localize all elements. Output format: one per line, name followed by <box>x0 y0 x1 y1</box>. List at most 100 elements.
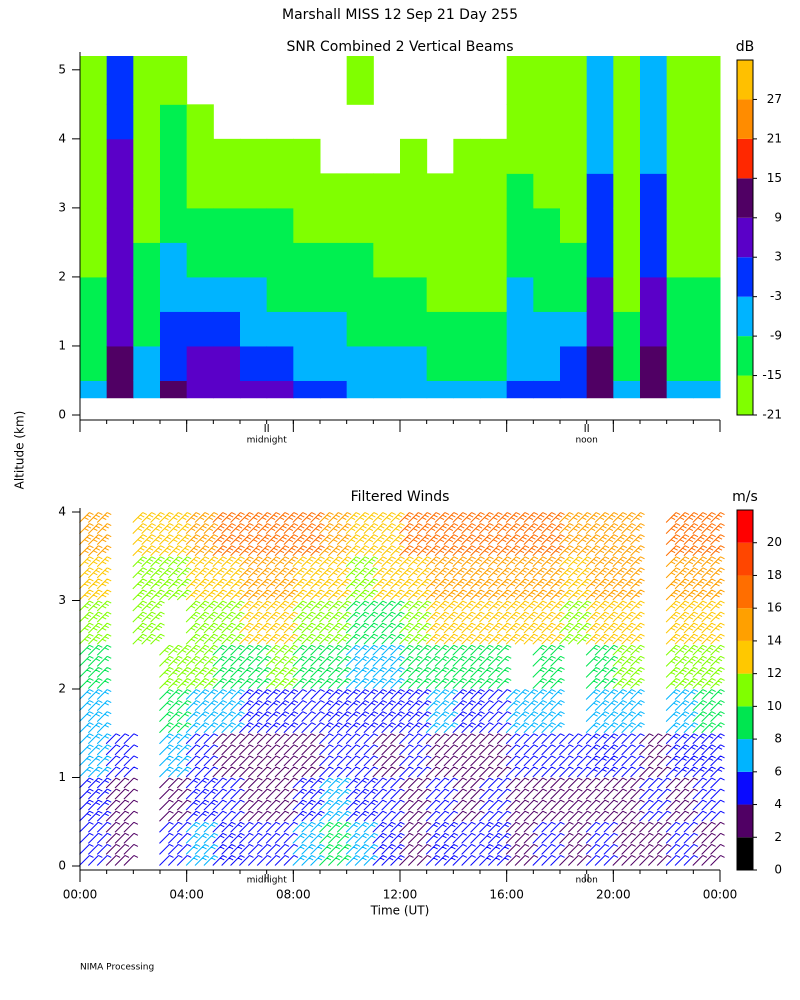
snr-cell <box>613 380 641 399</box>
wind-barb <box>345 556 379 601</box>
snr-cell <box>640 207 668 243</box>
snr-cell <box>480 311 508 347</box>
wind-barb <box>425 689 459 734</box>
wind-barb <box>692 600 725 645</box>
snr-cell <box>373 276 401 312</box>
snr-cell <box>80 380 108 399</box>
snr-cell <box>426 173 454 209</box>
wind-barb <box>319 777 352 822</box>
wind-barb <box>239 556 272 601</box>
wind-barb <box>692 689 725 734</box>
wind-barb <box>399 556 432 601</box>
snr-cell <box>480 138 508 174</box>
wind-barb <box>505 777 539 822</box>
x-tick-label: 04:00 <box>169 888 204 902</box>
y-tick-label: 3 <box>58 593 66 607</box>
wind-barb <box>345 821 379 866</box>
wind-barb <box>132 556 165 601</box>
snr-cell <box>533 345 561 381</box>
wind-barb <box>185 689 219 734</box>
snr-cell <box>400 380 428 399</box>
wind-barb <box>665 821 699 866</box>
snr-cell <box>666 242 694 278</box>
wind-barb <box>185 644 219 689</box>
snr-cell <box>693 138 721 174</box>
wind-barb <box>239 689 272 734</box>
wind-barb <box>212 733 245 778</box>
colorbar-label: dB <box>736 39 755 55</box>
snr-cell <box>80 242 108 278</box>
wind-barb <box>532 556 565 601</box>
snr-cell <box>453 138 481 174</box>
snr-cell <box>106 138 134 174</box>
snr-cell <box>160 380 188 399</box>
snr-cell <box>106 276 134 312</box>
snr-cell <box>693 56 721 105</box>
wind-barb <box>292 600 325 645</box>
snr-cell <box>346 311 374 347</box>
y-tick-label: 0 <box>58 408 66 422</box>
colorbar-frame <box>736 509 754 871</box>
snr-cell <box>160 311 188 347</box>
snr-cell <box>480 173 508 209</box>
snr-cell <box>133 104 161 140</box>
snr-cell <box>80 56 108 105</box>
snr-cell <box>426 380 454 399</box>
wind-barb <box>212 600 245 645</box>
colorbar-tick-label: 3 <box>774 250 782 264</box>
wind-barb <box>159 644 192 689</box>
snr-cell <box>133 173 161 209</box>
wind-barb <box>265 600 299 645</box>
colorbar-tick-label: 0 <box>774 863 782 877</box>
x-tick-label: 00:00 <box>703 888 738 902</box>
snr-cell <box>346 207 374 243</box>
colorbar-band <box>737 542 753 576</box>
colorbar-frame <box>736 59 754 416</box>
wind-barb <box>372 733 405 778</box>
snr-cell <box>533 311 561 347</box>
y-tick-label: 5 <box>58 62 66 76</box>
wind-barb <box>185 733 219 778</box>
snr-cell <box>106 173 134 209</box>
wind-barb <box>372 821 405 866</box>
snr-cell <box>533 276 561 312</box>
snr-cell <box>133 311 161 347</box>
snr-cell <box>373 311 401 347</box>
wind-barb <box>479 556 512 601</box>
snr-cell <box>640 138 668 174</box>
colorbar-band <box>737 837 753 870</box>
wind-barb <box>79 512 112 557</box>
wind-barb <box>665 644 699 689</box>
snr-cell <box>80 276 108 312</box>
snr-cell <box>373 173 401 209</box>
snr-cell <box>506 276 534 312</box>
colorbar-tick-label: 15 <box>767 171 782 185</box>
snr-cell <box>480 276 508 312</box>
wind-barb <box>399 821 432 866</box>
snr-cell <box>266 173 294 209</box>
wind-barb <box>319 733 352 778</box>
colorbar-band <box>737 804 753 838</box>
snr-cell <box>240 207 268 243</box>
colorbar-tick-label: -15 <box>762 368 782 382</box>
wind-barb <box>665 689 699 734</box>
wind-barb <box>345 644 379 689</box>
wind-barb <box>292 777 325 822</box>
colorbar-band <box>737 336 753 376</box>
wind-barb <box>239 600 272 645</box>
snr-cell <box>346 173 374 209</box>
snr-cell <box>613 242 641 278</box>
wind-barb <box>612 821 645 866</box>
snr-cell <box>133 345 161 381</box>
colorbar-band <box>737 608 753 641</box>
wind-barb <box>505 600 539 645</box>
x-axis-label: Time (UT) <box>370 904 430 918</box>
snr-cell <box>80 311 108 347</box>
snr-cell <box>640 345 668 381</box>
wind-barb <box>585 689 619 734</box>
snr-cell <box>106 56 134 105</box>
wind-barb <box>452 689 485 734</box>
snr-cell <box>240 138 268 174</box>
snr-cell <box>293 138 321 174</box>
